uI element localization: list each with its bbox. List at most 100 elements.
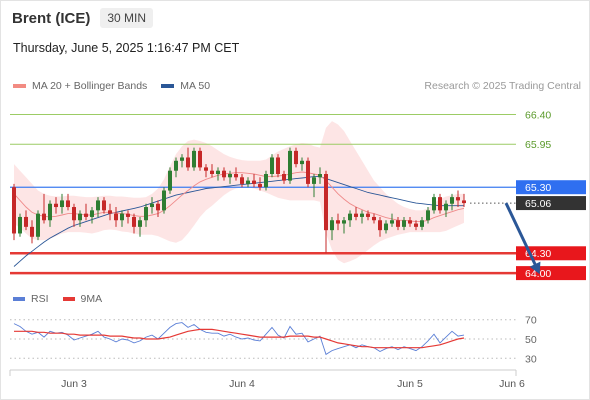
candle-body <box>126 213 130 217</box>
level-text-66.40: 66.40 <box>525 109 551 121</box>
candle-body <box>90 210 94 217</box>
candle-body <box>402 220 406 227</box>
candle-body <box>444 203 448 211</box>
candle-body <box>378 220 382 231</box>
candle-body <box>372 216 376 221</box>
candle-body <box>36 213 40 237</box>
candle-body <box>24 216 28 227</box>
rsi-line <box>13 322 465 356</box>
candle-body <box>120 213 124 221</box>
candle-body <box>72 207 76 221</box>
candle-body <box>312 177 316 184</box>
level-label-65.95: 65.95 <box>525 139 551 151</box>
bollinger-band-area <box>14 121 464 264</box>
candle-body <box>138 220 142 227</box>
x-tick-label-Jun-4: Jun 4 <box>229 378 255 390</box>
candle-body <box>396 220 400 227</box>
level-label-64.00: 64.00 <box>516 266 586 281</box>
timeframe-badge[interactable]: 30 MIN <box>100 8 154 28</box>
candle-body <box>276 157 280 174</box>
level-box-65.30 <box>516 180 586 195</box>
legend-9ma-swatch <box>62 297 75 301</box>
candle-body <box>420 220 424 227</box>
level-text-65.30: 65.30 <box>525 182 551 194</box>
candle-body <box>318 174 322 178</box>
timestamp: Thursday, June 5, 2025 1:16:47 PM CET <box>13 41 240 55</box>
legend-rsi: RSI <box>13 293 49 305</box>
candle-body <box>192 150 196 168</box>
legend-9ma: 9MA <box>62 293 103 305</box>
candle-body <box>216 170 220 174</box>
candle-body <box>54 203 58 208</box>
candle-body <box>432 197 436 211</box>
legend-ma20-bollinger: MA 20 + Bollinger Bands <box>13 80 147 92</box>
candle-body <box>282 174 286 181</box>
forecast-arrow-shaft <box>504 202 540 272</box>
candle-body <box>48 203 52 221</box>
candle-body <box>324 174 328 231</box>
legend-ma50-label: MA 50 <box>180 80 211 92</box>
ma20-line <box>13 171 465 223</box>
candle-body <box>330 220 334 231</box>
legend-ma50-swatch <box>161 84 175 88</box>
candle-body <box>114 213 118 221</box>
candle-body <box>108 210 112 214</box>
candle-body <box>426 210 430 221</box>
candle-body <box>180 157 184 161</box>
candle-body <box>174 160 178 171</box>
candle-body <box>258 183 262 188</box>
candle-body <box>240 177 244 184</box>
candle-body <box>66 200 70 208</box>
candle-body <box>336 220 340 224</box>
level-box-65.06 <box>516 196 586 211</box>
candle-body <box>252 180 256 184</box>
level-label-65.30: 65.30 <box>516 180 586 195</box>
legend-rsi-swatch <box>13 297 25 301</box>
candle-body <box>156 203 160 211</box>
rsi-9ma-line <box>14 328 465 349</box>
candle-body <box>270 157 274 174</box>
candle-body <box>198 150 202 168</box>
level-label-66.40: 66.40 <box>525 109 551 121</box>
candle-body <box>144 207 148 221</box>
level-text-65.06: 65.06 <box>525 198 551 210</box>
price-legend: MA 20 + Bollinger Bands MA 50 <box>13 80 224 92</box>
legend-9ma-label: 9MA <box>80 293 103 305</box>
candle-body <box>162 190 166 211</box>
candle-body <box>438 197 442 211</box>
candle-body <box>450 197 454 204</box>
legend-rsi-label: RSI <box>31 293 49 305</box>
candle-body <box>78 213 82 221</box>
x-tick-label-Jun-3: Jun 3 <box>61 378 87 390</box>
candle-body <box>390 220 394 224</box>
candle-body <box>18 216 22 234</box>
x-tick-label-Jun-5: Jun 5 <box>397 378 423 390</box>
candle-body <box>300 160 304 165</box>
candle-body <box>102 200 106 211</box>
candle-body <box>264 174 268 188</box>
forecast-arrow-head <box>529 261 541 275</box>
credit-text: Research © 2025 Trading Central <box>424 80 581 92</box>
candle-body <box>42 213 46 221</box>
candle-body <box>384 223 388 231</box>
candle-body <box>204 167 208 171</box>
candle-body <box>306 160 310 184</box>
rsi-tick-label-50: 50 <box>525 334 537 346</box>
rsi-legend: RSI 9MA <box>13 293 116 305</box>
level-box-64.00 <box>516 266 586 281</box>
rsi-tick-label-30: 30 <box>525 353 537 365</box>
candle-body <box>30 226 34 237</box>
candle-body <box>456 197 460 201</box>
candle-body <box>210 170 214 174</box>
candle-body <box>294 150 298 165</box>
candle-body <box>96 200 100 211</box>
candle-body <box>132 216 136 227</box>
candle-body <box>360 213 364 217</box>
level-text-64.00: 64.00 <box>525 268 551 280</box>
ma50-line <box>13 176 464 267</box>
legend-ma50: MA 50 <box>161 80 210 92</box>
candle-body <box>414 223 418 227</box>
candle-body <box>408 220 412 224</box>
chart-header: Brent (ICE) 30 MIN <box>12 8 154 28</box>
